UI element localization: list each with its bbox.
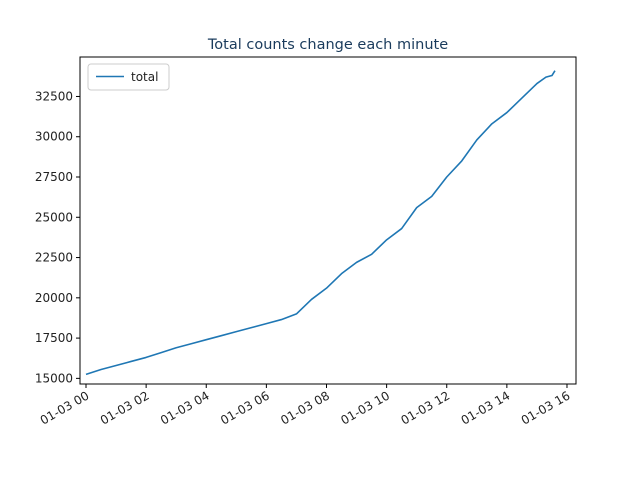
- x-tick-label: 01-03 00: [38, 388, 92, 427]
- chart-title: Total counts change each minute: [207, 37, 448, 53]
- x-tick-label: 01-03 14: [459, 388, 513, 427]
- y-tick-label: 15000: [35, 371, 73, 385]
- legend-label: total: [131, 70, 158, 84]
- y-tick-label: 17500: [35, 331, 73, 345]
- legend-box: [87, 63, 170, 91]
- x-tick-label: 01-03 06: [218, 388, 272, 427]
- axes-frame: [79, 56, 577, 385]
- y-tick-label: 32500: [35, 89, 73, 103]
- y-tick-label: 27500: [35, 170, 73, 184]
- y-tick-label: 30000: [35, 130, 73, 144]
- plot-area: 15000 17500 20000 22500 25000 27500 30000 32500…: [35, 56, 577, 428]
- y-tick-label: 25000: [35, 210, 73, 224]
- y-tick-label: 22500: [35, 251, 73, 265]
- x-tick-label: 01-03 16: [519, 388, 573, 427]
- x-tick-label: 01-03 04: [158, 388, 212, 427]
- x-tick-label: 01-03 10: [338, 388, 392, 427]
- x-tick-label: 01-03 12: [399, 388, 453, 427]
- legend: total: [87, 63, 170, 91]
- y-tick-label: 20000: [35, 291, 73, 305]
- x-tick-label: 01-03 02: [98, 388, 152, 427]
- x-tick-label: 01-03 08: [278, 388, 332, 427]
- series-line-total: [85, 70, 556, 376]
